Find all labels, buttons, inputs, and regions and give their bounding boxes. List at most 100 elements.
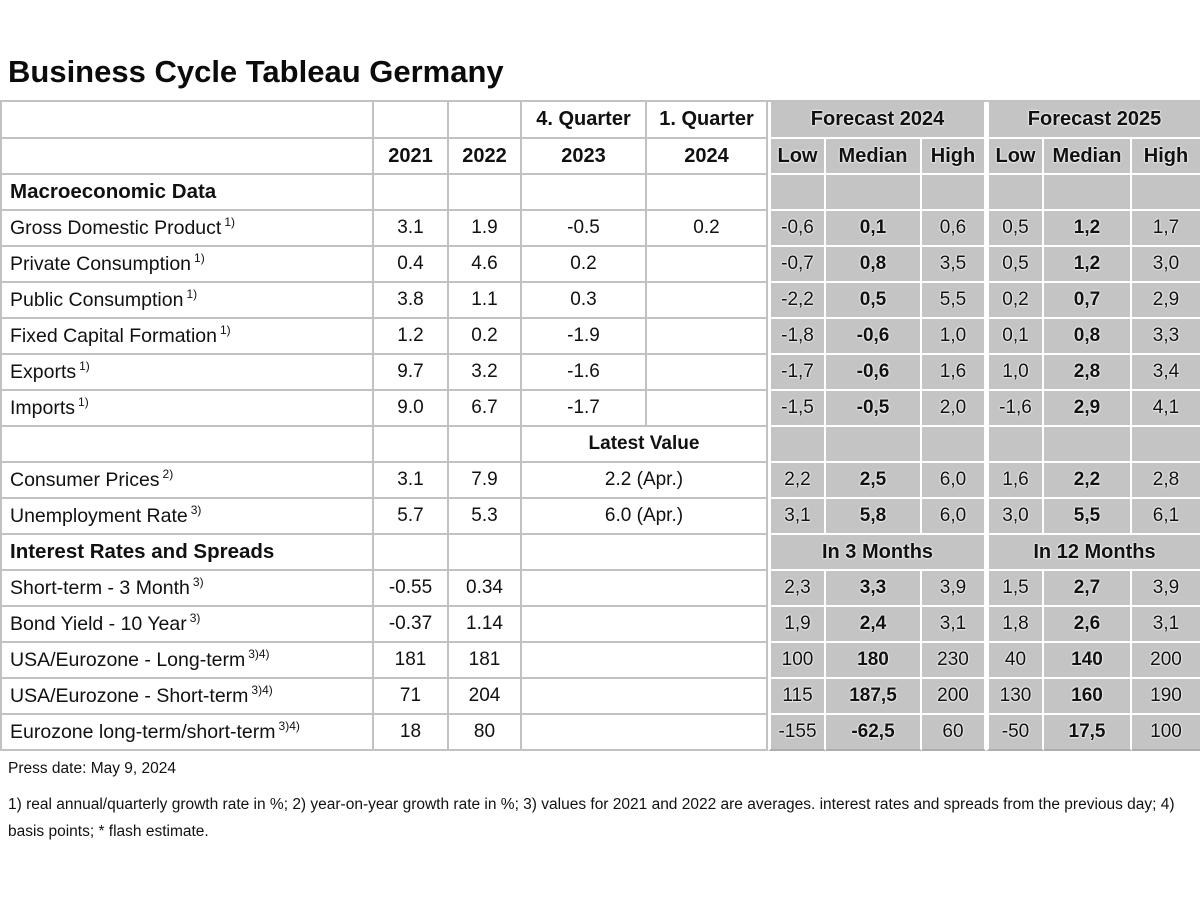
value-q1-2024-cell (647, 355, 768, 391)
value-q4-2023-cell: -1.7 (522, 391, 647, 427)
empty-cell (449, 175, 522, 211)
forecast-cell: 2,6 (1044, 607, 1132, 643)
forecast-empty-cell (826, 427, 922, 463)
value-2022-cell: 1.1 (449, 283, 522, 319)
forecast-cell: 0,5 (986, 211, 1044, 247)
forecast-2024-header: Forecast 2024 (768, 102, 986, 139)
value-2021-cell: -0.55 (374, 571, 449, 607)
forecast-cell: 3,5 (922, 247, 986, 283)
business-cycle-table: 4. Quarter 1. Quarter Forecast 2024 Fore… (0, 100, 1200, 751)
forecast-cell: -62,5 (826, 715, 922, 751)
year-2021-header: 2021 (374, 139, 449, 175)
value-2022-cell: 3.2 (449, 355, 522, 391)
row-label-text: Imports (10, 396, 76, 419)
value-2021-cell: 9.0 (374, 391, 449, 427)
forecast-cell: 5,5 (922, 283, 986, 319)
forecast-cell: 2,8 (1132, 463, 1200, 499)
forecast-cell: 3,0 (1132, 247, 1200, 283)
value-q4-2023-cell: 0.3 (522, 283, 647, 319)
forecast-empty-cell (768, 175, 826, 211)
forecast-cell: 3,1 (1132, 607, 1200, 643)
value-q4-2023-cell: -0.5 (522, 211, 647, 247)
table-row: Interest Rates and Spreads In 3 Months In … (2, 535, 1200, 571)
forecast-cell: 200 (1132, 643, 1200, 679)
forecast-cell: 3,0 (986, 499, 1044, 535)
forecast-cell: 1,6 (986, 463, 1044, 499)
forecast-cell: 3,1 (768, 499, 826, 535)
row-label: USA/Eurozone - Short-term 3)4) (2, 679, 374, 715)
value-2022-cell: 0.34 (449, 571, 522, 607)
row-label: Consumer Prices 2) (2, 463, 374, 499)
forecast-cell: 17,5 (1044, 715, 1132, 751)
empty-cell (522, 175, 647, 211)
footnote-marker: 2) (162, 467, 174, 481)
forecast-cell: 60 (922, 715, 986, 751)
forecast-cell: 4,1 (1132, 391, 1200, 427)
forecast-empty-cell (1132, 175, 1200, 211)
forecast-cell: 0,8 (1044, 319, 1132, 355)
value-2022-cell: 181 (449, 643, 522, 679)
empty-cell (2, 139, 374, 175)
forecast-cell: 100 (1132, 715, 1200, 751)
row-label: Imports 1) (2, 391, 374, 427)
value-2022-cell: 1.14 (449, 607, 522, 643)
table-row: Exports 1) 9.7 3.2 -1.6 -1,7 -0,6 1,6 1,0 2,8 3,4 (2, 355, 1200, 391)
year-2022-header: 2022 (449, 139, 522, 175)
value-2021-cell: 71 (374, 679, 449, 715)
low-2025-header: Low (986, 139, 1044, 175)
forecast-cell: 2,5 (826, 463, 922, 499)
row-label-text: Private Consumption (10, 252, 192, 275)
forecast-cell: 115 (768, 679, 826, 715)
press-date: Press date: May 9, 2024 (8, 760, 177, 777)
latest-value-header: Latest Value (522, 427, 768, 463)
row-label-text: Eurozone long-term/short-term (10, 720, 276, 743)
footnote-marker: 1) (78, 395, 89, 409)
forecast-cell: 40 (986, 643, 1044, 679)
value-2022-cell: 4.6 (449, 247, 522, 283)
forecast-cell: 140 (1044, 643, 1132, 679)
latest-value-cell (522, 679, 768, 715)
forecast-cell: 2,0 (922, 391, 986, 427)
forecast-cell: 3,9 (922, 571, 986, 607)
value-2022-cell: 80 (449, 715, 522, 751)
forecast-cell: 3,1 (922, 607, 986, 643)
forecast-cell: 100 (768, 643, 826, 679)
value-2022-cell: 0.2 (449, 319, 522, 355)
table-row: Macroeconomic Data (2, 175, 1200, 211)
row-label-text: Short-term - 3 Month (10, 576, 190, 599)
row-label: Fixed Capital Formation 1) (2, 319, 374, 355)
forecast-cell: 2,7 (1044, 571, 1132, 607)
forecast-cell: -0,6 (826, 319, 922, 355)
forecast-empty-cell (986, 427, 1044, 463)
forecast-cell: 3,3 (826, 571, 922, 607)
forecast-cell: -2,2 (768, 283, 826, 319)
forecast-cell: 2,2 (1044, 463, 1132, 499)
value-2022-cell: 1.9 (449, 211, 522, 247)
forecast-cell: -50 (986, 715, 1044, 751)
forecast-empty-cell (986, 175, 1044, 211)
forecast-empty-cell (1044, 175, 1132, 211)
value-2021-cell: 3.8 (374, 283, 449, 319)
table-row: Bond Yield - 10 Year 3) -0.37 1.14 1,9 2,4 3,1… (2, 607, 1200, 643)
empty-cell (374, 175, 449, 211)
forecast-cell: 5,5 (1044, 499, 1132, 535)
value-q1-2024-cell (647, 247, 768, 283)
forecast-cell: 2,2 (768, 463, 826, 499)
year-header-row: 2021 2022 2023 2024 Low Median High Low … (2, 139, 1200, 175)
forecast-empty-cell (1044, 427, 1132, 463)
table-row: Public Consumption 1) 3.8 1.1 0.3 -2,2 0,5 5,5 0… (2, 283, 1200, 319)
forecast-cell: 0,2 (986, 283, 1044, 319)
empty-cell (374, 535, 449, 571)
value-2022-cell: 6.7 (449, 391, 522, 427)
value-2021-cell: 0.4 (374, 247, 449, 283)
forecast-cell: 0,8 (826, 247, 922, 283)
footnote-marker: 3)4) (251, 683, 273, 697)
forecast-cell: 3,4 (1132, 355, 1200, 391)
value-q4-2023-cell: -1.9 (522, 319, 647, 355)
value-2021-cell: 18 (374, 715, 449, 751)
table-header: 4. Quarter 1. Quarter Forecast 2024 Fore… (2, 102, 1200, 175)
forecast-cell: -1,5 (768, 391, 826, 427)
forecast-cell: 0,1 (826, 211, 922, 247)
section-label: Macroeconomic Data (2, 175, 374, 211)
